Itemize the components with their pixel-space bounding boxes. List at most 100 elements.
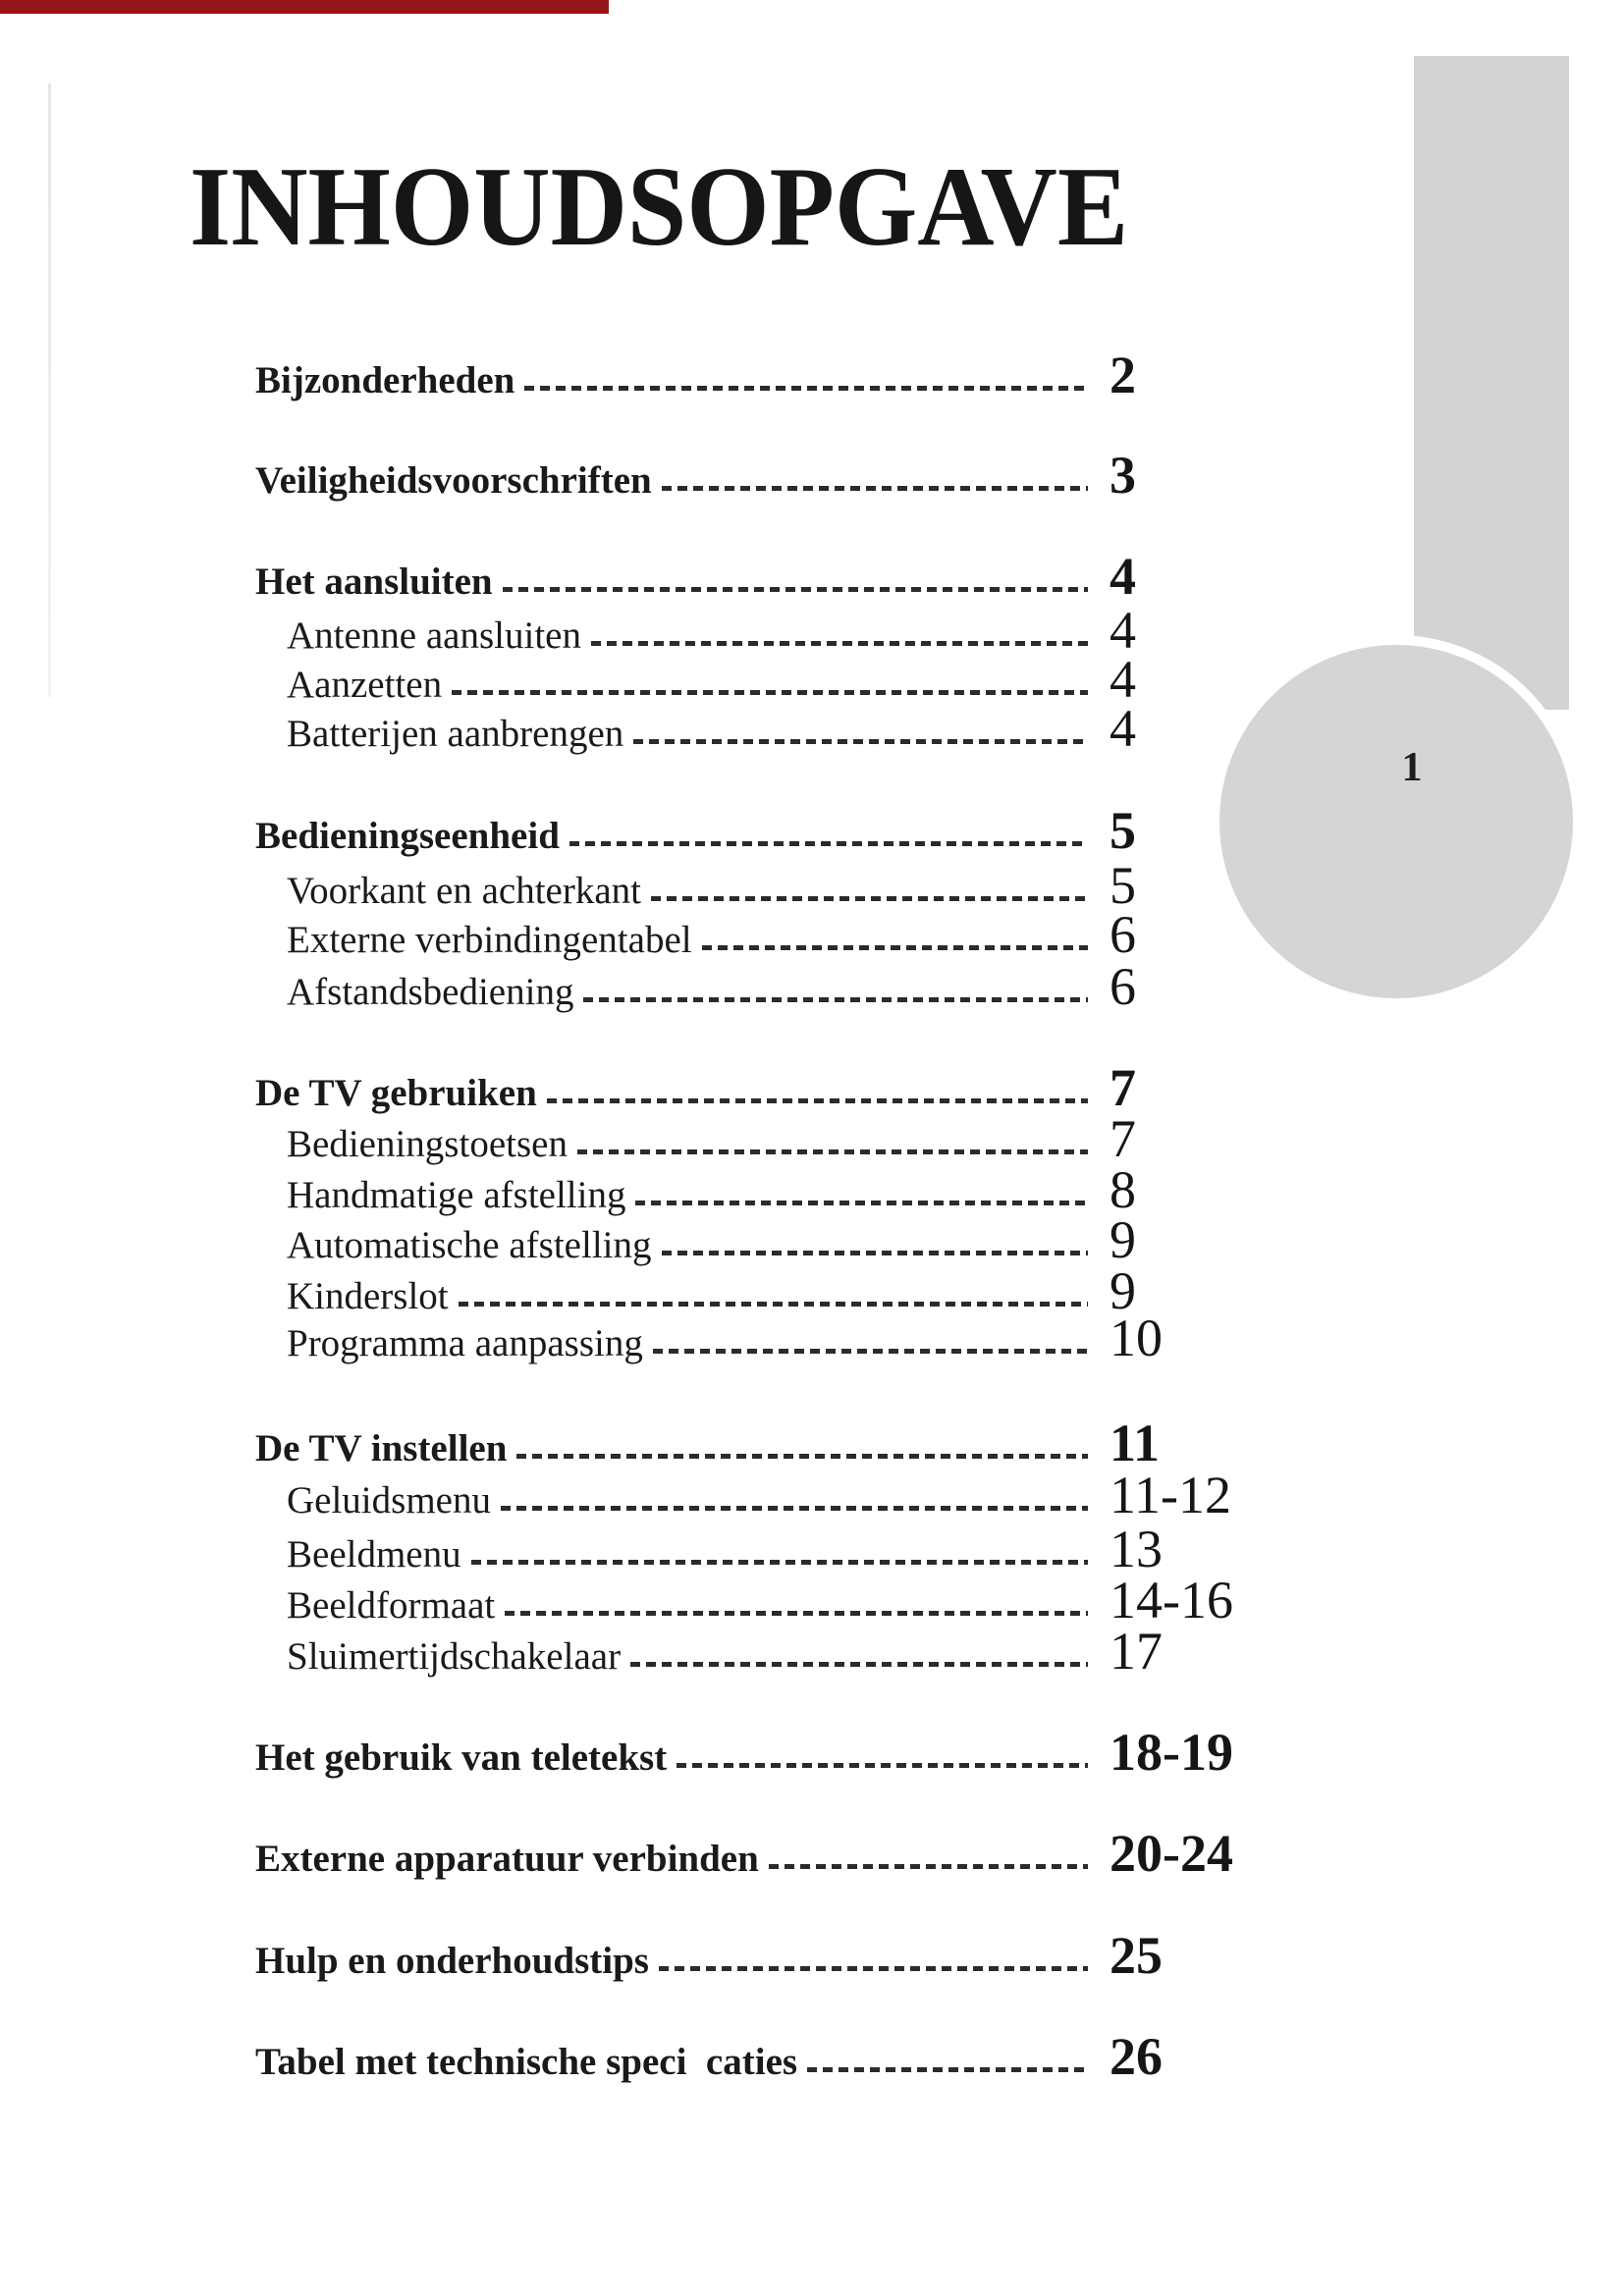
toc-page-number: 18-19 (1110, 1723, 1233, 1782)
toc-row: Sluimertijdschakelaar 17 (287, 1625, 1242, 1680)
toc-page-number: 6 (1110, 957, 1136, 1016)
dot-leader (581, 604, 1110, 659)
toc-label: Batterijen aanbrengen (287, 713, 624, 755)
toc-row: Het aansluiten 4 (255, 550, 1242, 605)
toc-page-number: 5 (1110, 856, 1136, 915)
dot-leader (568, 1112, 1110, 1167)
toc-label: Programma aanpassing (287, 1322, 643, 1364)
toc-label: De TV instellen (255, 1427, 508, 1469)
toc-label: Het aansluiten (255, 561, 493, 603)
page-title: INHOUDSOPGAVE (189, 144, 1129, 270)
dot-leader (623, 702, 1110, 757)
toc-row: Programma aanpassing 10 (287, 1311, 1242, 1366)
toc-page-number: 8 (1110, 1160, 1136, 1219)
toc-page-number: 20-24 (1110, 1824, 1233, 1883)
toc-page-number: 4 (1110, 699, 1136, 758)
dot-leader (692, 908, 1110, 963)
page-number-text: 1 (1401, 745, 1423, 790)
toc-label: Voorkant en achterkant (287, 870, 641, 912)
dot-leader (649, 1929, 1110, 1984)
toc-page-number: 14-16 (1110, 1571, 1233, 1629)
toc-row: Bedieningstoetsen 7 (287, 1112, 1242, 1167)
toc-label: Beeldmenu (287, 1533, 461, 1575)
toc-row: Batterijen aanbrengen 4 (287, 702, 1242, 757)
toc-row: Tabel met technische speci caties 26 (255, 2030, 1242, 2085)
toc-label: Antenne aansluiten (287, 614, 581, 657)
dot-leader (652, 1213, 1110, 1268)
toc-label: Tabel met technische speci caties (255, 2041, 798, 2083)
toc-page-number: 4 (1110, 601, 1136, 660)
toc-page-number: 11-12 (1110, 1466, 1231, 1524)
toc-label: Geluidsmenu (287, 1479, 491, 1522)
toc-page-number: 2 (1110, 346, 1136, 404)
toc-row: Externe apparatuur verbinden 20-24 (255, 1827, 1242, 1882)
toc-label: Het gebruik van teletekst (255, 1736, 668, 1779)
toc-row: De TV gebruiken 7 (255, 1061, 1242, 1116)
dot-leader (759, 1827, 1110, 1882)
toc-label: Veiligheidsvoorschriften (255, 459, 652, 502)
toc-page-number: 17 (1110, 1622, 1163, 1681)
toc-row: Bedieningseenheid 5 (255, 804, 1242, 859)
dot-leader (560, 804, 1110, 859)
dot-leader (461, 1522, 1110, 1577)
dot-leader (573, 960, 1110, 1015)
right-side-band (1414, 56, 1569, 710)
toc-row: Beeldmenu 13 (287, 1522, 1242, 1577)
toc-row: Veiligheidsvoorschriften 3 (255, 449, 1242, 504)
toc-label: Hulp en onderhoudstips (255, 1940, 649, 1982)
toc-page-number: 10 (1110, 1308, 1163, 1367)
dot-leader (652, 449, 1110, 504)
toc-row: Antenne aansluiten 4 (287, 604, 1242, 659)
dot-leader (493, 550, 1110, 605)
toc-row: Externe verbindingentabel 6 (287, 908, 1242, 963)
toc-row: Automatische afstelling 9 (287, 1213, 1242, 1268)
toc-label: Externe verbindingentabel (287, 919, 692, 961)
toc-page-number: 25 (1110, 1926, 1163, 1985)
toc-row: Aanzetten 4 (287, 653, 1242, 708)
toc-label: Kinderslot (287, 1275, 449, 1317)
toc-page-number: 26 (1110, 2027, 1163, 2086)
page-number-circle: 1 (1210, 635, 1583, 1008)
dot-leader (537, 1061, 1110, 1116)
dot-leader (442, 653, 1110, 708)
toc-page-number: 7 (1110, 1058, 1136, 1117)
toc-label: Bijzonderheden (255, 359, 515, 401)
toc-row: Het gebruik van teletekst 18-19 (255, 1726, 1242, 1781)
toc-row: Hulp en onderhoudstips 25 (255, 1929, 1242, 1984)
dot-leader (491, 1468, 1110, 1523)
left-scan-line (48, 83, 51, 697)
toc-label: Bedieningseenheid (255, 815, 560, 857)
toc-label: Externe apparatuur verbinden (255, 1838, 759, 1880)
toc-row: Beeldformaat 14-16 (287, 1574, 1242, 1629)
toc-label: Bedieningstoetsen (287, 1123, 568, 1165)
dot-leader (643, 1311, 1110, 1366)
toc-page-number: 13 (1110, 1520, 1163, 1578)
toc-label: Afstandsbediening (287, 971, 574, 1013)
toc-page-number: 7 (1110, 1109, 1136, 1168)
toc-row: Afstandsbediening 6 (287, 960, 1242, 1015)
dot-leader (625, 1163, 1110, 1218)
toc-row: Geluidsmenu 11-12 (287, 1468, 1242, 1523)
dot-leader (507, 1416, 1110, 1471)
toc-page-number: 9 (1110, 1210, 1136, 1269)
toc-label: Aanzetten (287, 664, 443, 706)
toc-row: Handmatige afstelling 8 (287, 1163, 1242, 1218)
toc-page-number: 6 (1110, 905, 1136, 964)
toc-row: Bijzonderheden 2 (255, 348, 1242, 403)
toc-label: Handmatige afstelling (287, 1174, 626, 1216)
toc-row: De TV instellen 11 (255, 1416, 1242, 1471)
dot-leader (797, 2030, 1110, 2085)
toc-label: Sluimertijdschakelaar (287, 1635, 622, 1678)
toc-row: Voorkant en achterkant 5 (287, 859, 1242, 914)
dot-leader (621, 1625, 1110, 1680)
top-accent-bar (0, 0, 609, 14)
dot-leader (667, 1726, 1110, 1781)
toc-page-number: 4 (1110, 650, 1136, 709)
dot-leader (449, 1264, 1110, 1319)
toc-label: Automatische afstelling (287, 1224, 652, 1266)
dot-leader (495, 1574, 1110, 1629)
toc-label: De TV gebruiken (255, 1072, 537, 1114)
toc-row: Kinderslot 9 (287, 1264, 1242, 1319)
dot-leader (641, 859, 1110, 914)
